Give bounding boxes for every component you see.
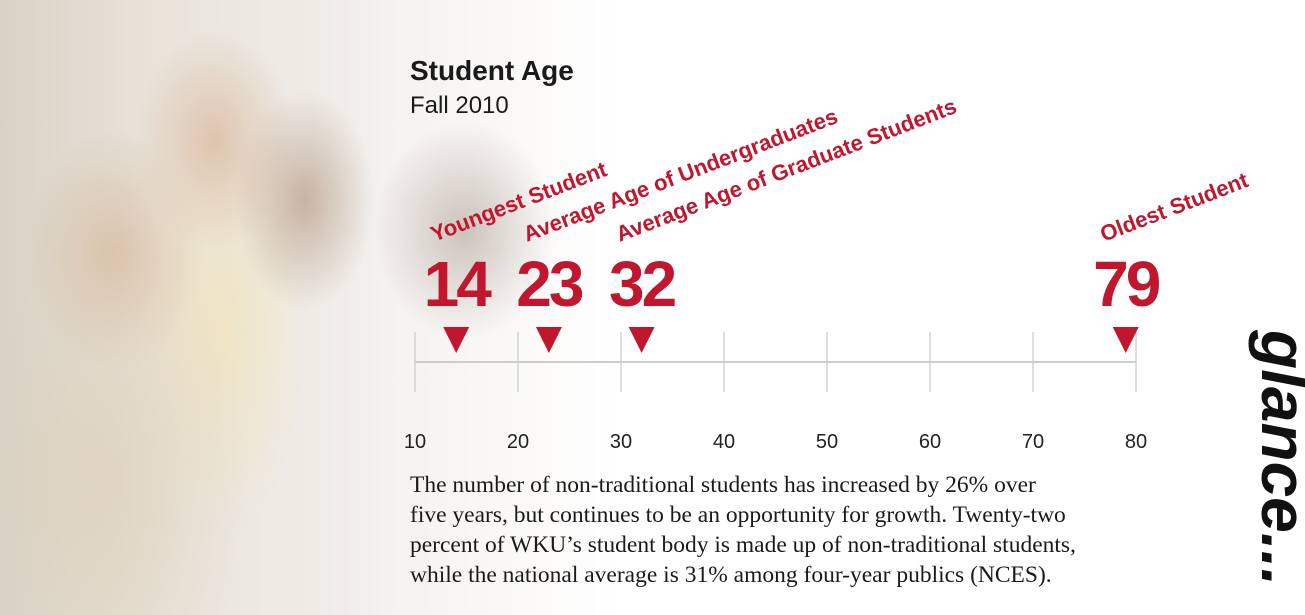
category-label: Oldest Student xyxy=(1097,167,1253,247)
chart-subtitle: Fall 2010 xyxy=(410,92,509,119)
x-tick-label: 70 xyxy=(1022,431,1044,453)
marker xyxy=(443,327,470,353)
side-text: glance... xyxy=(1248,329,1305,586)
x-tick-label: 60 xyxy=(919,431,941,453)
marker xyxy=(535,327,562,353)
x-tick-label: 20 xyxy=(507,431,529,453)
value-label: 79 xyxy=(1093,248,1160,320)
annotation: The number of non-traditional students h… xyxy=(410,470,1230,590)
value-label: 14 xyxy=(424,248,493,320)
annotation-line: five years, but continues to be an oppor… xyxy=(410,502,1066,528)
chart-title: Student Age xyxy=(410,55,574,86)
x-tick-label: 40 xyxy=(713,431,735,453)
value-label: 23 xyxy=(516,248,583,320)
annotation-line: The number of non-traditional students h… xyxy=(410,472,1036,498)
value-label: 32 xyxy=(609,248,676,320)
x-tick-label: 50 xyxy=(816,431,838,453)
x-tick-label: 80 xyxy=(1125,431,1147,453)
marker xyxy=(1112,327,1139,353)
x-tick-label: 30 xyxy=(610,431,632,453)
x-tick-label: 10 xyxy=(404,431,426,453)
annotation-line: percent of WKU’s student body is made up… xyxy=(410,532,1076,558)
marker xyxy=(628,327,655,353)
annotation-line: while the national average is 31% among … xyxy=(410,562,1052,588)
